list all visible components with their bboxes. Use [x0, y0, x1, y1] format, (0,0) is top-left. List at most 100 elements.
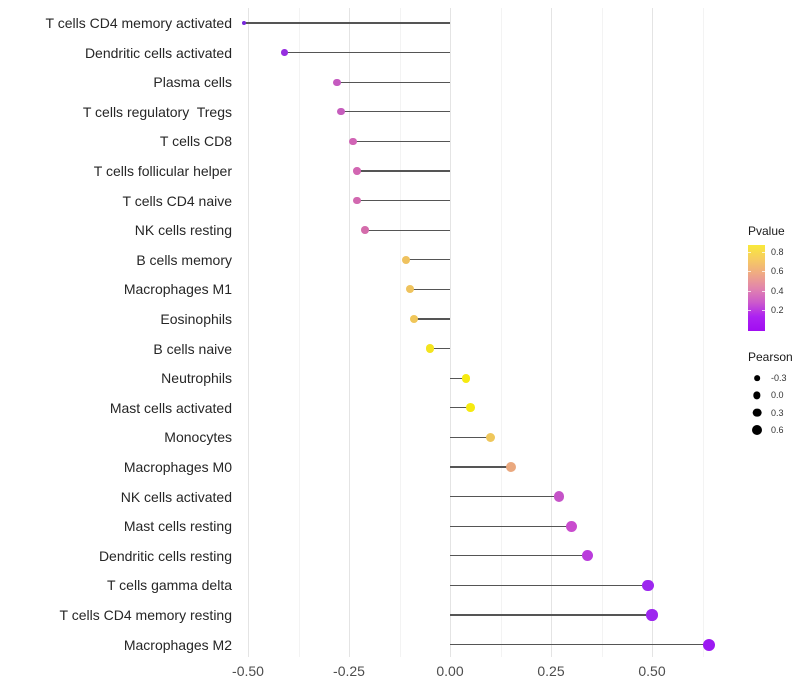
data-point-dot — [702, 638, 715, 651]
pvalue-tick-label: 0.2 — [771, 304, 784, 315]
lollipop-stem — [353, 140, 450, 143]
gridline-minor — [399, 8, 401, 657]
gridline-major — [551, 8, 552, 657]
lollipop-stem — [336, 81, 450, 83]
data-point-dot — [581, 550, 593, 562]
gridline-minor — [298, 8, 300, 657]
pvalue-tick-label: 0.8 — [771, 247, 784, 257]
lollipop-stem — [413, 318, 450, 320]
pvalue-colorbar — [748, 245, 765, 331]
gridline-major — [248, 8, 249, 657]
x-axis-tick-label: -0.50 — [232, 663, 264, 679]
lollipop-stem — [357, 170, 450, 172]
category-label: NK cells activated — [120, 488, 232, 505]
lollipop-stem — [450, 495, 560, 498]
category-label: T cells follicular helper — [93, 163, 232, 179]
lollipop-stem — [405, 259, 450, 261]
data-point-dot — [337, 108, 345, 116]
x-axis-tick-label: -0.25 — [333, 663, 365, 679]
pearson-size-label: -0.3 — [771, 373, 787, 383]
lollipop-stem — [409, 288, 450, 291]
lollipop-stem — [243, 22, 450, 24]
gridline-minor — [702, 8, 704, 657]
pvalue-tick-mark — [762, 252, 765, 253]
pvalue-tick-label: 0.4 — [771, 285, 784, 296]
gridline-major — [652, 8, 653, 657]
category-label: Monocytes — [164, 429, 232, 446]
data-point-dot — [553, 491, 565, 502]
category-label: Eosinophils — [160, 311, 232, 327]
category-label: Neutrophils — [161, 370, 232, 387]
category-label: Macrophages M0 — [123, 459, 232, 475]
category-label: Mast cells resting — [123, 518, 232, 535]
x-axis-tick-label: 0.50 — [638, 663, 666, 679]
lollipop-stem — [450, 555, 588, 557]
category-label: T cells CD4 naive — [122, 192, 232, 209]
pvalue-legend-title: Pvalue — [748, 224, 785, 238]
category-label: NK cells resting — [134, 222, 232, 239]
data-point-dot — [425, 344, 434, 353]
pvalue-tick-mark — [748, 309, 751, 311]
lollipop-stem — [340, 111, 450, 113]
pearson-size-dot — [753, 391, 761, 399]
lollipop-stem — [450, 466, 511, 468]
gridline-major — [349, 8, 350, 657]
gridline-major — [450, 8, 451, 657]
pearson-size-dot — [754, 375, 760, 381]
category-label: Macrophages M1 — [123, 281, 232, 298]
lollipop-stem — [357, 199, 450, 202]
data-point-dot — [281, 49, 288, 56]
lollipop-stem — [450, 407, 471, 409]
lollipop-stem — [284, 51, 450, 54]
data-point-dot — [461, 373, 471, 383]
pearson-size-dot — [752, 408, 762, 417]
lollipop-stem — [450, 584, 648, 587]
category-label: Dendritic cells activated — [84, 44, 232, 61]
pvalue-tick-mark — [762, 309, 765, 311]
data-point-dot — [333, 78, 341, 86]
category-label: T cells gamma delta — [106, 577, 232, 594]
data-point-dot — [401, 255, 410, 264]
category-label: Plasma cells — [153, 74, 232, 91]
category-label: Macrophages M2 — [123, 636, 232, 653]
data-point-dot — [505, 462, 516, 472]
data-point-dot — [565, 520, 577, 532]
data-point-dot — [349, 137, 357, 146]
data-point-dot — [353, 196, 361, 205]
pearson-size-label: 0.3 — [771, 407, 784, 418]
category-label: Dendritic cells resting — [98, 547, 232, 564]
data-point-dot — [409, 314, 418, 324]
data-point-dot — [646, 609, 658, 621]
lollipop-stem — [450, 525, 572, 527]
x-axis-tick-label: 0.25 — [537, 663, 565, 679]
data-point-dot — [642, 579, 654, 592]
category-label: B cells memory — [136, 251, 232, 268]
pvalue-tick-mark — [748, 271, 751, 273]
category-label: T cells CD4 memory resting — [59, 607, 232, 623]
lollipop-stem — [450, 614, 652, 616]
pearson-size-dot — [752, 424, 762, 435]
data-point-dot — [465, 403, 475, 413]
lollipop-stem — [429, 347, 450, 350]
category-label: Mast cells activated — [109, 399, 232, 416]
x-axis-tick-label: 0.00 — [436, 663, 464, 679]
data-point-dot — [353, 167, 361, 175]
pvalue-tick-mark — [762, 271, 765, 273]
gridline-minor — [601, 8, 603, 657]
pvalue-tick-mark — [762, 290, 765, 292]
category-label: T cells CD4 memory activated — [45, 15, 232, 31]
lollipop-stem — [450, 643, 709, 646]
pvalue-tick-mark — [748, 252, 751, 253]
category-label: B cells naive — [153, 340, 232, 357]
data-point-dot — [405, 285, 414, 294]
category-label: T cells regulatory Tregs — [82, 103, 232, 120]
category-label: T cells CD8 — [159, 133, 232, 150]
pearson-size-label: 0.6 — [771, 424, 784, 435]
gridline-minor — [500, 8, 502, 657]
data-point-dot — [485, 432, 496, 443]
lollipop-stem — [450, 377, 467, 379]
pearson-size-label: 0.0 — [771, 390, 784, 401]
lollipop-stem — [365, 229, 450, 231]
data-point-dot — [361, 226, 369, 235]
